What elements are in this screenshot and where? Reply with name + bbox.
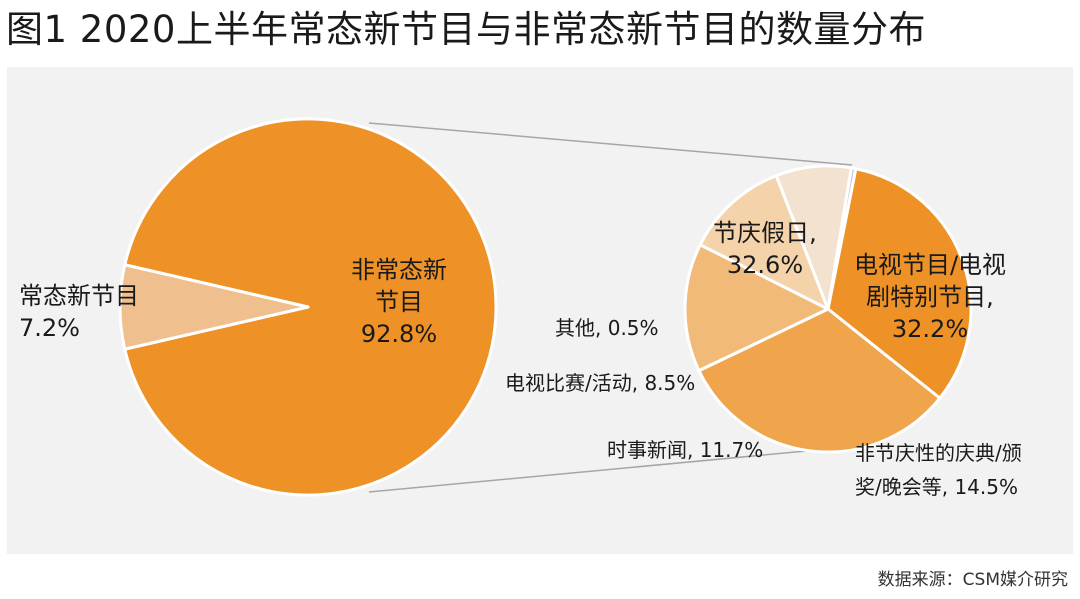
- label-holiday-line1: 节庆假日,: [713, 219, 817, 247]
- label-main-small-line2: 7.2%: [19, 314, 80, 342]
- label-news-line1: 时事新闻, 11.7%: [607, 438, 764, 462]
- connector-line-1: [368, 449, 818, 493]
- label-main-big: 非常态新 节目 92.8%: [329, 254, 469, 350]
- label-news: 时事新闻, 11.7%: [607, 437, 763, 463]
- label-celebration-line2: 奖/晚会等, 14.5%: [855, 475, 1018, 499]
- sub-pie-slice-2: [683, 243, 830, 373]
- main-pie-slice-1: [118, 263, 310, 351]
- label-main-big-line1: 非常态新: [351, 256, 447, 284]
- data-source: 数据来源：CSM媒介研究: [877, 570, 1068, 590]
- sub-pie-slice-1: [697, 307, 942, 454]
- label-contest: 电视比赛/活动, 8.5%: [505, 370, 695, 396]
- label-main-big-line3: 92.8%: [360, 320, 438, 348]
- label-tv-special-line2: 剧特别节目,: [866, 283, 994, 311]
- label-other: 其他, 0.5%: [555, 315, 659, 341]
- label-tv-special-line1: 电视节目/电视: [853, 251, 1007, 279]
- sub-pie-slice-5: [826, 166, 858, 311]
- label-holiday-line2: 32.6%: [726, 251, 804, 279]
- connector-line-0: [368, 122, 853, 166]
- chart-title: 图1 2020上半年常态新节目与非常态新节目的数量分布: [6, 8, 926, 51]
- sub-pie-slice-0: [826, 167, 973, 400]
- label-celebration-line1: 非节庆性的庆典/颁: [855, 441, 1022, 465]
- pie-of-pie-chart: [118, 117, 973, 497]
- label-main-small-line1: 常态新节目: [19, 282, 139, 310]
- label-holiday: 节庆假日, 32.6%: [695, 217, 835, 281]
- label-main-small: 常态新节目 7.2%: [19, 280, 139, 344]
- label-tv-special-line3: 32.2%: [891, 315, 969, 343]
- label-other-line1: 其他, 0.5%: [555, 316, 659, 340]
- sub-pie-slice-3: [698, 174, 830, 311]
- main-pie-slice-0: [123, 117, 498, 497]
- label-contest-line1: 电视比赛/活动, 8.5%: [505, 371, 696, 395]
- label-tv-special: 电视节目/电视 剧特别节目, 32.2%: [840, 249, 1020, 345]
- chart-area: 非常态新 节目 92.8% 常态新节目 7.2% 节庆假日, 32.6% 电视节…: [7, 67, 1073, 554]
- label-main-big-line2: 节目: [375, 288, 423, 316]
- label-celebration: 非节庆性的庆典/颁 奖/晚会等, 14.5%: [855, 440, 1022, 500]
